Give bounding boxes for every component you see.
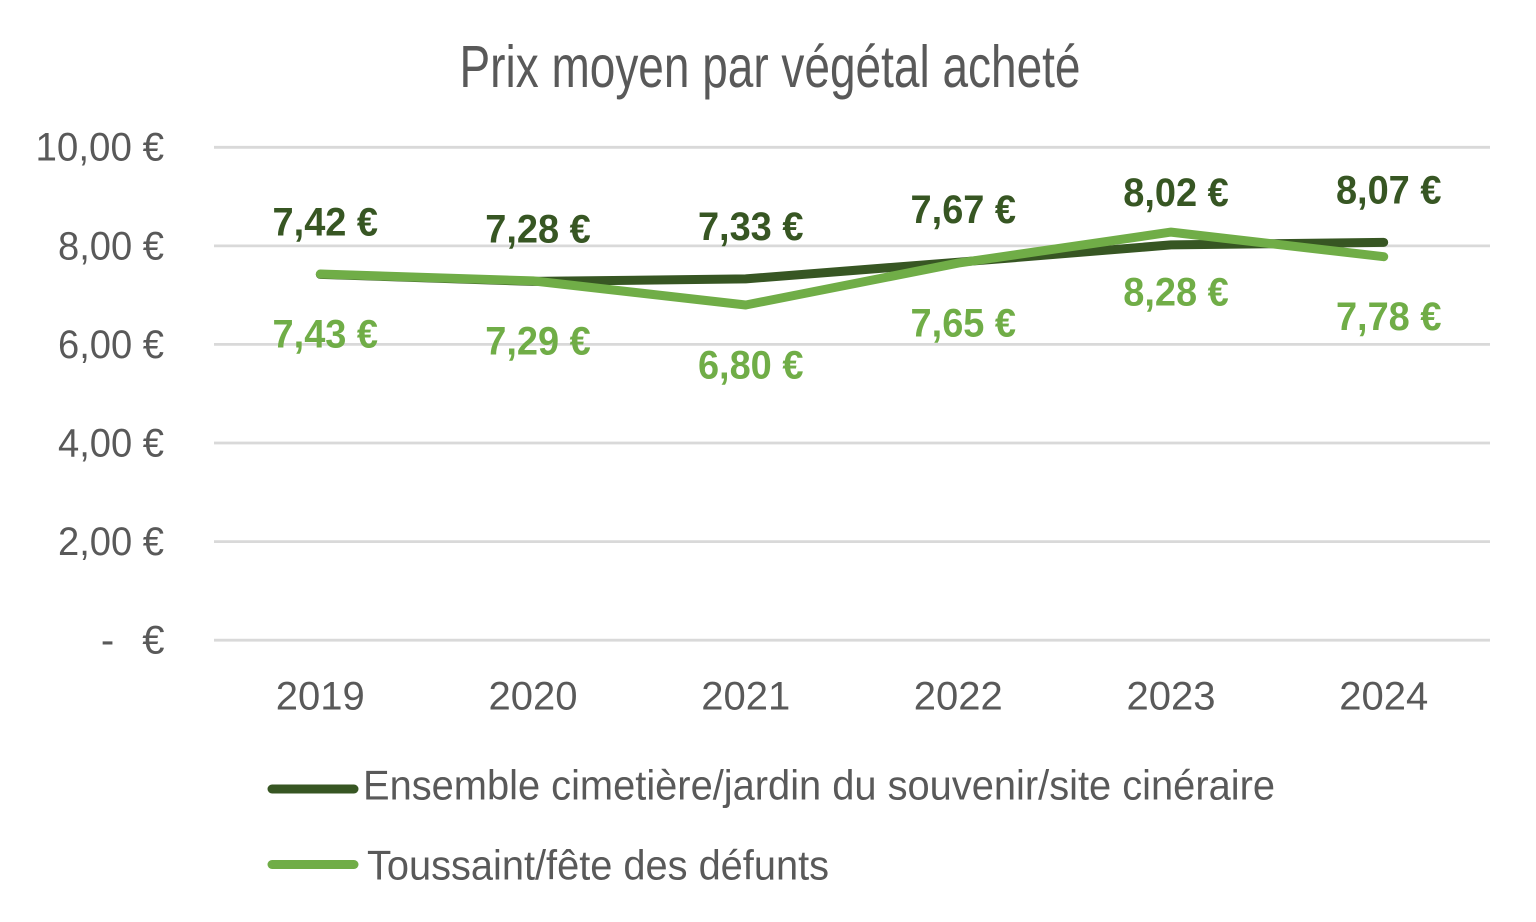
svg-text:2023: 2023 [1127, 675, 1216, 719]
svg-text:6,80 €: 6,80 € [698, 343, 804, 387]
svg-text:7,65 €: 7,65 € [911, 302, 1017, 346]
svg-text:7,42 €: 7,42 € [273, 200, 379, 244]
svg-text:2,00 €: 2,00 € [58, 520, 164, 564]
svg-text:€: € [142, 619, 164, 663]
svg-text:10,00 €: 10,00 € [36, 126, 165, 170]
svg-text:7,29 €: 7,29 € [485, 319, 591, 363]
svg-text:2019: 2019 [276, 675, 365, 719]
svg-text:2020: 2020 [489, 675, 578, 719]
svg-text:Toussaint/fête des défunts: Toussaint/fête des défunts [367, 842, 829, 889]
svg-text:4,00 €: 4,00 € [58, 421, 164, 465]
svg-text:7,43 €: 7,43 € [273, 312, 379, 356]
svg-text:Ensemble cimetière/jardin du s: Ensemble cimetière/jardin du souvenir/si… [363, 762, 1275, 809]
svg-text:8,28 €: 8,28 € [1123, 271, 1229, 315]
svg-text:8,02 €: 8,02 € [1123, 171, 1229, 215]
svg-text:6,00 €: 6,00 € [58, 323, 164, 367]
svg-text:2024: 2024 [1339, 675, 1428, 719]
svg-text:8,07 €: 8,07 € [1336, 168, 1442, 212]
svg-text:7,78 €: 7,78 € [1336, 295, 1442, 339]
svg-text:2021: 2021 [701, 675, 790, 719]
svg-text:7,28 €: 7,28 € [485, 207, 591, 251]
svg-text:8,00 €: 8,00 € [58, 224, 164, 268]
svg-text:7,67 €: 7,67 € [911, 188, 1017, 232]
svg-text:-: - [101, 619, 114, 663]
svg-text:Prix moyen par végétal acheté: Prix moyen par végétal acheté [460, 34, 1081, 100]
svg-text:7,33 €: 7,33 € [698, 205, 804, 249]
svg-text:2022: 2022 [914, 675, 1003, 719]
